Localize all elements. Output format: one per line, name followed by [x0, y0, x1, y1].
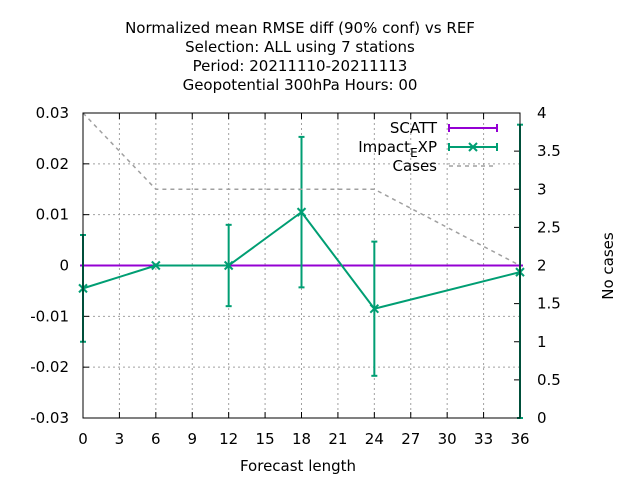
x-axis-title: Forecast length	[240, 457, 356, 475]
plot-frame	[82, 112, 521, 419]
plot-series	[78, 112, 525, 419]
x-tick-label: 12	[219, 430, 238, 448]
y2-tick-label: 1	[537, 333, 547, 351]
legend-label: ImpactEXP	[358, 138, 437, 160]
x-tick-label: 15	[256, 430, 275, 448]
y2-axis-title: No cases	[599, 232, 617, 300]
x-tick-label: 9	[187, 430, 197, 448]
y-tick-label: 0.01	[36, 206, 69, 224]
y-tick-label: 0.03	[36, 104, 69, 122]
y-tick-label: 0.02	[36, 155, 69, 173]
legend-label: Cases	[392, 157, 437, 175]
x-tick-label: 0	[78, 430, 88, 448]
y2-tick-label: 0.5	[537, 371, 561, 389]
legend-entry-cases: Cases	[392, 157, 497, 175]
x-tick-label: 21	[328, 430, 347, 448]
point-marker	[369, 304, 380, 314]
x-tick-label: 6	[151, 430, 161, 448]
series-line-impact-exp	[82, 210, 521, 310]
y2-tick-label: 0	[537, 409, 547, 427]
title-line-2: Selection: ALL using 7 stations	[185, 38, 415, 56]
y2-tick-label: 1.5	[537, 295, 561, 313]
y-tick-label: 0	[59, 257, 69, 275]
x-tick-label: 27	[401, 430, 420, 448]
x-tick-label: 36	[510, 430, 529, 448]
chart-title: Normalized mean RMSE diff (90% conf) vs …	[125, 19, 475, 94]
point-marker	[151, 260, 161, 271]
data-point	[223, 260, 234, 271]
data-point	[369, 304, 380, 314]
point-marker	[296, 207, 307, 217]
y2-tick-label: 3.5	[537, 142, 561, 160]
y-tick-label: -0.01	[30, 307, 69, 325]
x-tick-label: 18	[292, 430, 311, 448]
legend-entry-scatt: SCATT	[390, 119, 498, 137]
data-point	[151, 260, 161, 271]
y2-tick-label: 3	[537, 180, 547, 198]
y2-tick-label: 2	[537, 257, 547, 275]
x-tick-label: 24	[365, 430, 384, 448]
legend-label: SCATT	[390, 119, 438, 137]
x-tick-label: 33	[474, 430, 493, 448]
legend-entry-impact-exp: ImpactEXP	[358, 138, 498, 160]
title-line-1: Normalized mean RMSE diff (90% conf) vs …	[125, 19, 475, 37]
y2-tick-label: 4	[537, 104, 547, 122]
y2-tick-label: 2.5	[537, 218, 561, 236]
y-tick-label: -0.03	[30, 409, 69, 427]
x-tick-label: 30	[438, 430, 457, 448]
axis-ticks: 0 3 6 9 12 15 18 21 24 27 30 33 36-0.03-0.02-0.0100.…	[30, 104, 561, 448]
title-line-4: Geopotential 300hPa Hours: 00	[183, 76, 418, 94]
legend-swatch-marker	[468, 142, 478, 152]
point-marker	[223, 260, 234, 271]
x-tick-label: 3	[115, 430, 125, 448]
data-point	[296, 207, 307, 217]
title-line-3: Period: 20211110-20211113	[193, 57, 408, 75]
y-tick-label: -0.02	[30, 358, 69, 376]
